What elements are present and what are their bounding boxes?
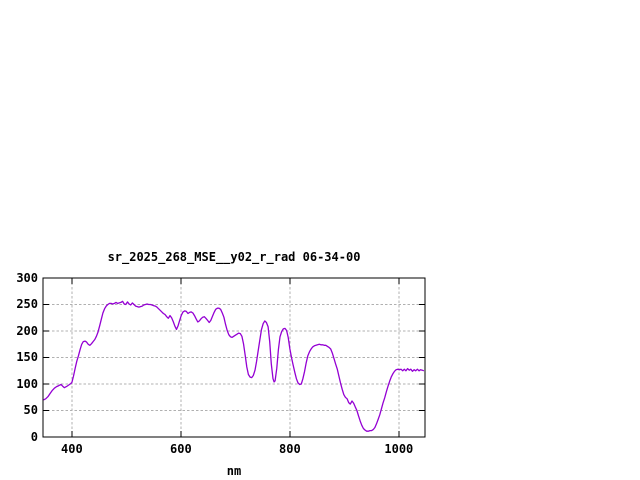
y-tick-label: 300 bbox=[16, 270, 38, 285]
plot-border bbox=[42, 277, 426, 438]
y-tick-label: 100 bbox=[16, 376, 38, 391]
y-tick-label: 200 bbox=[16, 323, 38, 338]
y-tick-label: 150 bbox=[16, 350, 38, 364]
x-axis-label: nm bbox=[226, 464, 242, 478]
x-tick-label: 600 bbox=[170, 442, 192, 456]
series-line bbox=[43, 300, 425, 432]
y-tick-label: 0 bbox=[30, 429, 38, 444]
x-tick-label: 800 bbox=[279, 442, 301, 456]
y-tick-label: 250 bbox=[16, 297, 38, 311]
y-tick-label: 50 bbox=[23, 403, 38, 417]
x-tick-label: 1000 bbox=[384, 442, 414, 456]
x-tick-label: 400 bbox=[61, 442, 83, 456]
chart-title: sr_2025_268_MSE__y02_r_rad 06-34-00 bbox=[107, 250, 361, 264]
